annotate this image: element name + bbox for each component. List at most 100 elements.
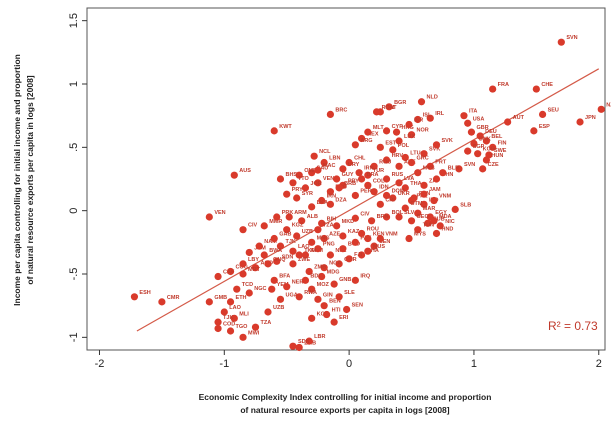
point-label: GNB [339,277,351,283]
x-axis-title-line1: Economic Complexity Index controlling fo… [199,392,492,402]
point-label: VNM [439,194,452,200]
data-point [339,232,347,240]
point-label: CIV [248,223,258,229]
point-label: CMR [167,295,180,301]
data-point [264,260,272,268]
x-tick-label: 0 [346,358,352,370]
plot-border [86,7,606,351]
data-point [367,217,376,225]
data-point [333,175,341,183]
point-label: MOZ [317,282,330,288]
point-label: HRV [392,153,404,159]
data-point [345,158,353,167]
point-label: AUS [239,168,251,174]
point-label: VNM [385,232,398,238]
point-label: EGY [435,210,447,216]
point-label: MYS [423,166,435,172]
data-point [314,226,322,234]
data-point [339,165,347,173]
data-point [420,181,428,189]
point-label: BGR [394,100,406,106]
data-point [532,85,540,93]
y-tick-label: .5 [68,143,80,152]
data-point [330,318,338,326]
point-label: HKG [402,125,414,131]
data-point [226,327,235,335]
data-point [432,175,441,183]
point-label: VEN [214,210,225,216]
point-label: USA [473,116,485,122]
point-label: ITA [469,109,477,115]
point-label: LVA [404,176,414,182]
point-label: JAM [429,187,441,193]
data-point [407,131,416,139]
point-label: NOR [417,128,429,134]
point-label: GRC [417,156,429,162]
point-label: TZA [323,223,334,229]
data-point [308,203,316,211]
data-point [476,132,484,140]
data-point [260,251,268,259]
data-point [414,226,422,234]
data-point [343,305,351,314]
data-point [372,108,381,116]
data-point [276,242,285,250]
data-point [335,260,343,268]
data-point [326,188,334,196]
point-label: SEN [352,302,363,308]
point-label: SDN [298,339,310,345]
data-point [310,152,318,160]
point-label: NCL [319,149,331,155]
point-label: AZE [329,232,340,238]
point-label: LBY [248,257,259,263]
data-point [414,169,422,177]
data-point [283,226,291,234]
point-label: FJI [354,252,362,258]
data-point [436,222,444,230]
point-label: KGZ [317,311,329,317]
data-point [467,128,476,136]
data-point [251,323,260,331]
point-label: GHA [367,248,379,254]
x-tick-label: 2 [596,358,602,370]
point-label: GIN [323,292,333,298]
point-label: LKA [317,200,328,206]
point-label: TUN [423,223,434,229]
data-point [320,302,328,310]
point-label: ROU [367,226,379,232]
data-point [351,191,359,200]
point-label: NER [292,280,304,286]
point-label: MEX [367,131,379,137]
data-point [405,120,413,129]
data-point [130,293,139,301]
point-label: BDI [310,273,320,279]
data-point [376,200,384,208]
point-label: EST [385,140,396,146]
point-label: KGZ [292,223,304,229]
data-point [226,267,235,276]
point-label: FRA [498,82,509,88]
point-label: DZA [335,197,346,203]
data-point [407,158,416,167]
data-point [420,190,428,198]
point-label: TTO [298,176,310,182]
data-point [395,137,403,145]
data-point [474,150,482,158]
data-point [245,248,253,257]
y-tick-label: -1 [68,332,80,342]
data-point [530,127,538,135]
data-point [597,105,605,113]
data-point [268,285,276,293]
data-point [407,217,416,225]
data-point [270,234,278,243]
point-label: BRN [377,214,389,220]
point-label: RUS [392,172,404,178]
point-label: LBN [329,156,340,162]
point-label: TKM [304,248,316,254]
data-point [355,169,363,177]
data-point [351,238,359,246]
data-point [214,324,222,333]
data-point [245,289,253,297]
data-point [414,115,422,124]
point-label: BLR [448,166,459,172]
